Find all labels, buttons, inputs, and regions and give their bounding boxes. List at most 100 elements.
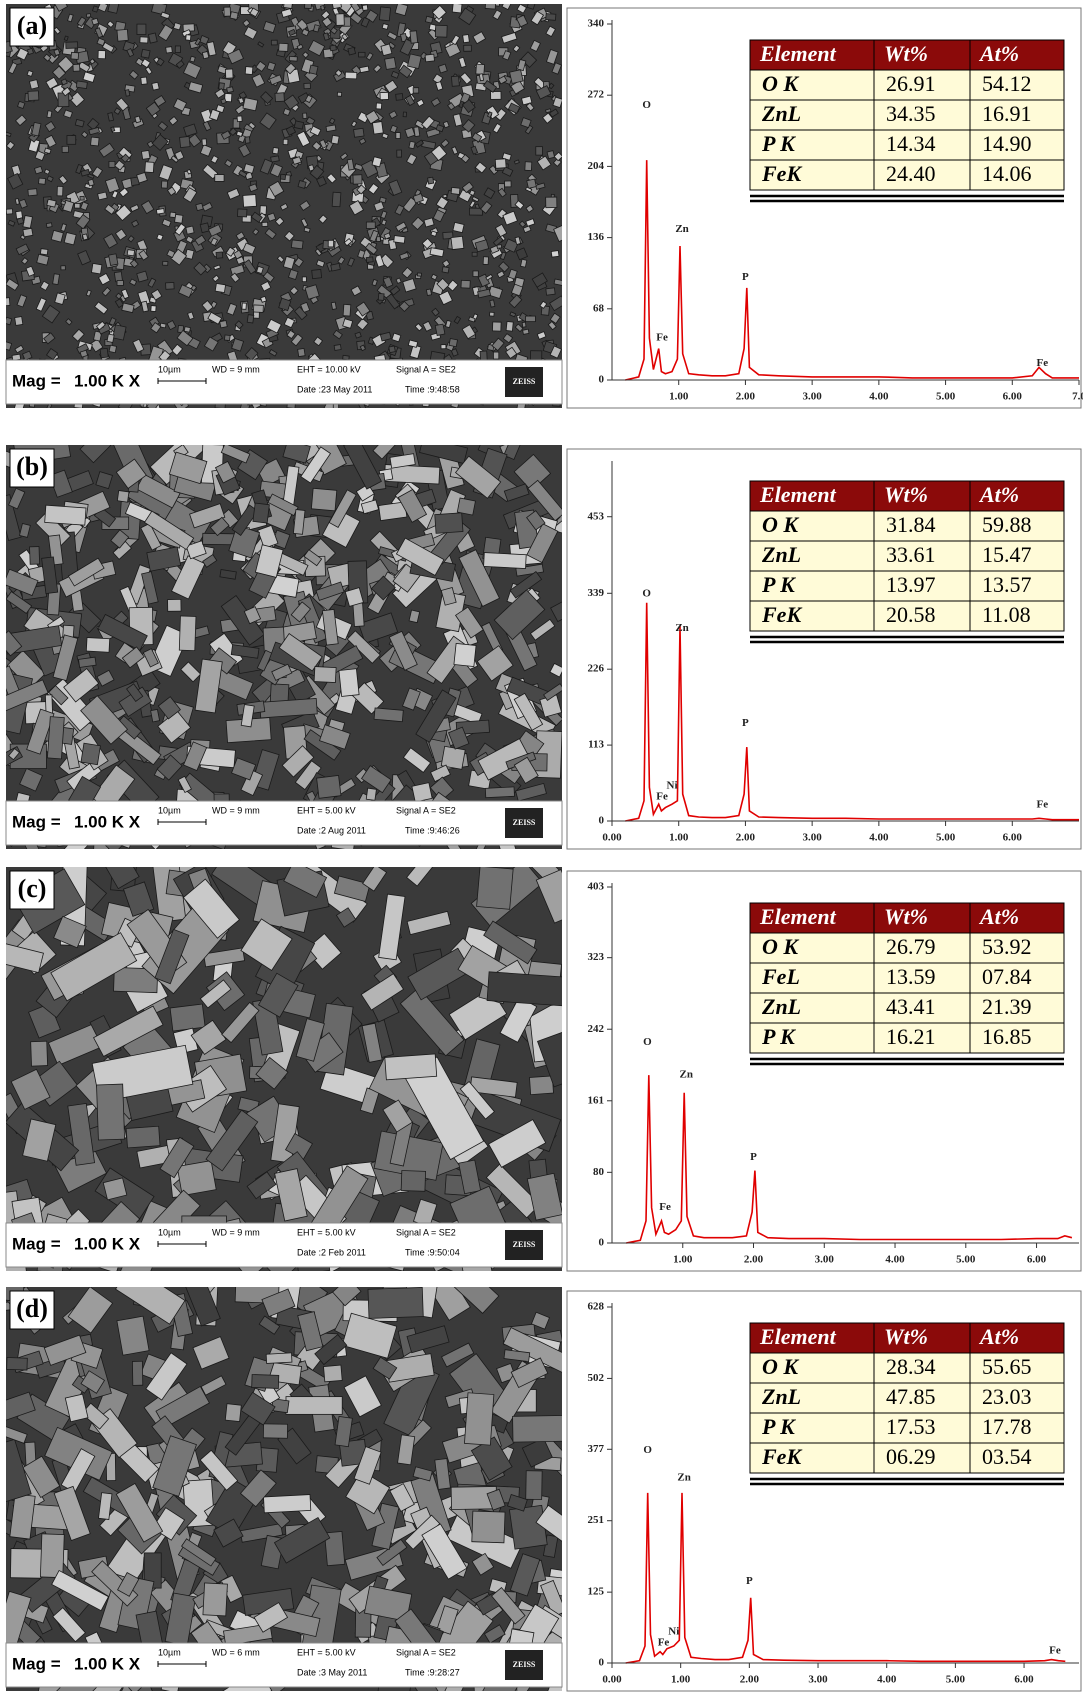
crystal (47, 717, 64, 759)
crystal (389, 346, 396, 353)
crystal (145, 162, 154, 173)
crystal (30, 547, 40, 565)
mag-label: Mag = (12, 1234, 61, 1253)
signal: Signal A = SE2 (396, 1647, 456, 1657)
crystal (497, 245, 502, 249)
x-tick-label: 6.00 (1003, 391, 1023, 403)
y-tick-label: 0 (599, 1657, 605, 1669)
table-text: 47.85 (886, 1384, 936, 1409)
x-tick-label: 6.00 (1014, 1674, 1034, 1686)
crystal (225, 1404, 241, 1422)
crystal (161, 181, 167, 188)
crystal (79, 657, 97, 667)
crystal (526, 316, 536, 322)
x-tick-label: 5.00 (946, 1674, 966, 1686)
table-text: 43.41 (886, 994, 936, 1019)
y-tick-label: 80 (593, 1166, 605, 1178)
table-text: 11.08 (982, 602, 1031, 627)
logo: ZEISS (513, 818, 536, 827)
eht: EHT = 10.00 kV (297, 364, 361, 374)
y-tick-label: 204 (588, 160, 605, 172)
table-text: 14.34 (886, 131, 936, 156)
crystal (472, 252, 477, 256)
crystal (225, 69, 233, 78)
table-text: 03.54 (982, 1444, 1032, 1469)
eht: EHT = 5.00 kV (297, 805, 356, 815)
crystal (80, 196, 84, 200)
y-tick-label: 628 (588, 1301, 605, 1313)
crystal (293, 510, 305, 535)
peak-label: Fe (1049, 1645, 1061, 1657)
crystal (184, 327, 190, 333)
crystal (336, 14, 344, 26)
x-tick-label: 6.00 (1027, 1254, 1047, 1266)
panel: (c)Mag =1.00 K X10µmWD = 9 mmEHT = 5.00 … (0, 850, 1081, 1293)
crystal (484, 553, 527, 569)
crystal (332, 192, 341, 207)
crystal (348, 47, 356, 55)
crystal (483, 257, 488, 265)
x-tick-label: 3.00 (803, 832, 823, 844)
crystal (141, 77, 147, 84)
crystal (224, 335, 230, 341)
crystal (64, 233, 76, 245)
crystal (53, 274, 60, 285)
crystal (173, 23, 181, 30)
crystal (449, 339, 457, 347)
table-header: Element (759, 482, 837, 507)
crystal (284, 1, 293, 9)
table-text: 26.79 (886, 934, 936, 959)
crystal (362, 5, 367, 11)
crystal (140, 37, 148, 43)
peak-label: O (642, 587, 651, 599)
crystal (546, 14, 556, 21)
crystal (487, 972, 576, 1007)
crystal (12, 354, 21, 360)
scale-label: 10µm (158, 364, 181, 374)
crystal (261, 296, 267, 302)
peak-label: P (742, 717, 749, 729)
table-text: FeK (761, 602, 802, 627)
crystal (443, 194, 447, 197)
crystal (203, 1583, 227, 1616)
x-tick-label: 1.00 (673, 1254, 693, 1266)
crystal (137, 24, 146, 34)
table-text: O K (762, 934, 799, 959)
peak-label: P (750, 1151, 757, 1163)
table-text: FeK (761, 161, 802, 186)
crystal (394, 236, 405, 244)
y-tick-label: 242 (588, 1023, 605, 1035)
table-text: 24.40 (886, 161, 936, 186)
crystal (331, 263, 341, 271)
peak-label: Ni (667, 780, 678, 792)
crystal (117, 29, 128, 41)
crystal (546, 197, 557, 208)
crystal (382, 24, 388, 30)
table-text: 21.39 (982, 994, 1032, 1019)
crystal (435, 324, 445, 335)
crystal (412, 783, 432, 802)
y-tick-label: 68 (593, 302, 605, 314)
crystal (273, 147, 279, 154)
table-text: 07.84 (982, 964, 1032, 989)
crystal (71, 52, 79, 59)
crystal (170, 1004, 205, 1031)
x-tick-label: 0.00 (602, 1674, 622, 1686)
table-text: 13.97 (886, 572, 936, 597)
crystal (331, 302, 336, 309)
y-tick-label: 339 (588, 587, 605, 599)
crystal (190, 56, 195, 62)
table-text: 28.34 (886, 1354, 936, 1379)
crystal (372, 122, 383, 135)
x-tick-label: 2.00 (736, 832, 756, 844)
crystal (271, 156, 280, 162)
crystal (224, 7, 231, 16)
crystal (291, 240, 303, 249)
panel: (b)Mag =1.00 K X10µmWD = 9 mmEHT = 5.00 … (0, 421, 1081, 866)
mag-label: Mag = (12, 371, 61, 390)
crystal (6, 209, 13, 214)
crystal (485, 1, 495, 9)
crystal (179, 616, 196, 651)
crystal (428, 177, 434, 184)
crystal (166, 282, 175, 289)
